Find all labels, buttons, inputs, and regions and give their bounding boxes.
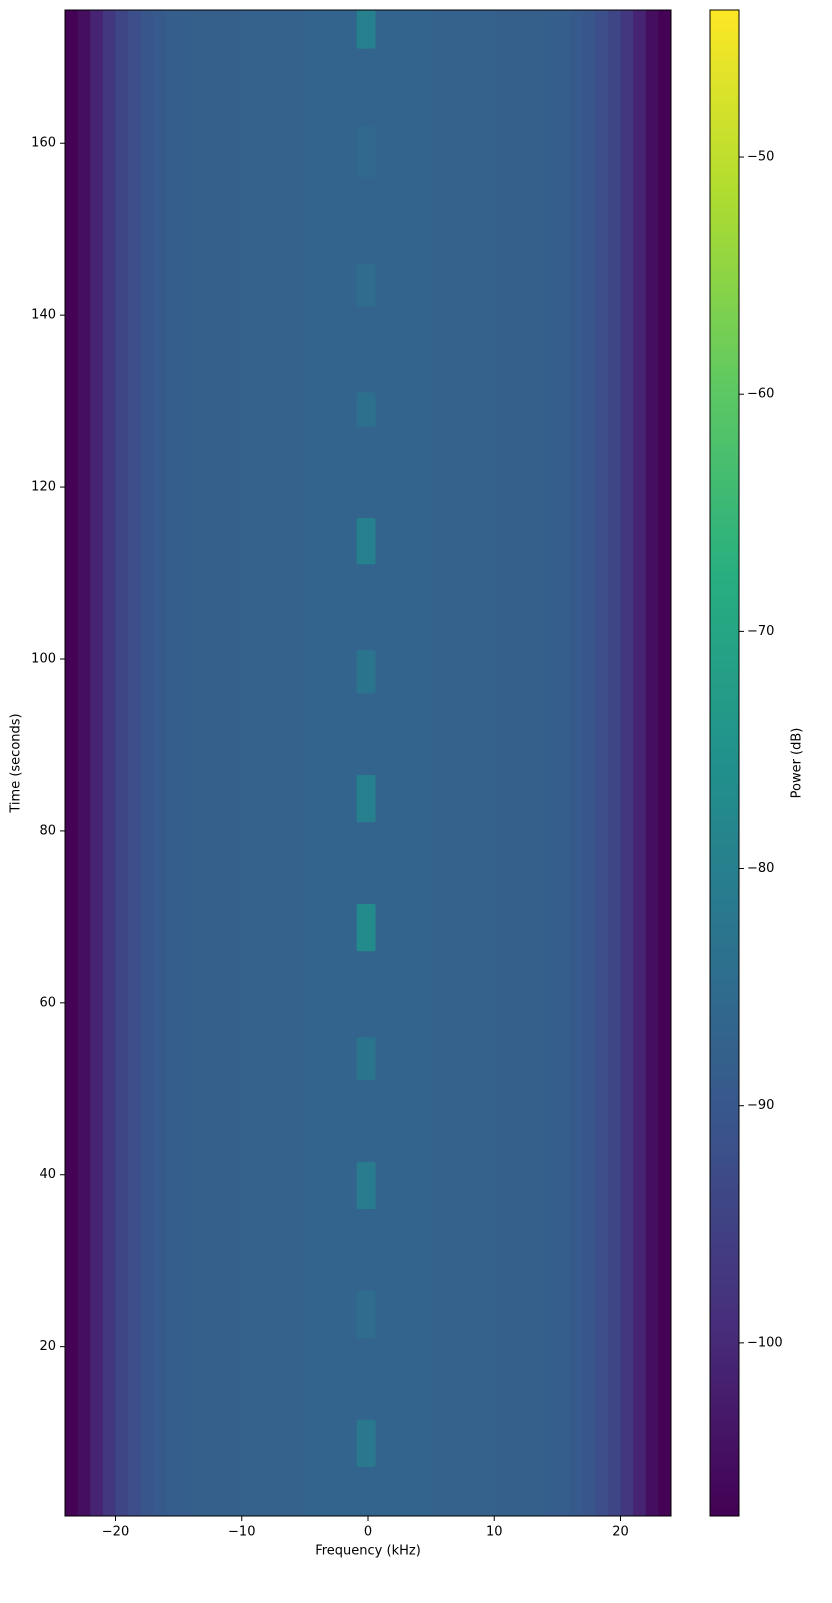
x-tick-label: 0 bbox=[364, 1525, 372, 1540]
burst bbox=[356, 10, 376, 49]
colorbar-tick-label: −50 bbox=[747, 150, 774, 165]
burst bbox=[356, 518, 376, 565]
spectrum-column bbox=[595, 10, 609, 1516]
y-axis-label: Time (seconds) bbox=[9, 713, 24, 813]
spectrum-column bbox=[607, 10, 621, 1516]
spectrum-column bbox=[77, 10, 91, 1516]
colorbar bbox=[709, 9, 740, 1517]
y-tick-label: 60 bbox=[39, 995, 56, 1010]
spectrum-column bbox=[368, 10, 432, 1516]
spectrum-column bbox=[191, 10, 243, 1516]
burst bbox=[356, 903, 376, 952]
burst bbox=[356, 1037, 376, 1081]
spectrum-column bbox=[620, 10, 634, 1516]
colorbar-label: Power (dB) bbox=[790, 728, 805, 799]
spectrum-column bbox=[128, 10, 142, 1516]
x-tick-label: 10 bbox=[486, 1525, 503, 1540]
y-tick-label: 120 bbox=[31, 480, 56, 495]
spectrum-column bbox=[658, 10, 672, 1516]
spectrum-column bbox=[65, 10, 79, 1516]
spectrum-column bbox=[166, 10, 192, 1516]
spectrum-column bbox=[90, 10, 104, 1516]
y-tick-label: 100 bbox=[31, 651, 56, 666]
burst bbox=[356, 775, 376, 823]
spectrum-column bbox=[115, 10, 129, 1516]
x-axis-label: Frequency (kHz) bbox=[315, 1544, 421, 1559]
spectrum-column bbox=[544, 10, 571, 1516]
burst bbox=[356, 263, 376, 307]
x-tick-label: −20 bbox=[102, 1525, 129, 1540]
spectrum-column bbox=[304, 10, 369, 1516]
spectrum-column bbox=[102, 10, 116, 1516]
spectrum-column bbox=[570, 10, 584, 1516]
colorbar-tick-label: −90 bbox=[747, 1098, 774, 1113]
burst bbox=[356, 1419, 376, 1468]
spectrum-column bbox=[140, 10, 154, 1516]
y-tick-label: 160 bbox=[31, 136, 56, 151]
spectrum-column bbox=[494, 10, 546, 1516]
burst bbox=[356, 1290, 376, 1339]
y-tick-label: 20 bbox=[39, 1339, 56, 1354]
spectrum-column bbox=[633, 10, 647, 1516]
y-tick-label: 40 bbox=[39, 1167, 56, 1182]
colorbar-tick-label: −80 bbox=[747, 861, 774, 876]
colorbar-tick-label: −60 bbox=[747, 387, 774, 402]
burst bbox=[356, 650, 376, 694]
colorbar-tick-label: −70 bbox=[747, 624, 774, 639]
spectrum-column bbox=[582, 10, 596, 1516]
y-tick-label: 80 bbox=[39, 823, 56, 838]
spectrum-column bbox=[431, 10, 495, 1516]
plot-area bbox=[65, 10, 672, 1516]
x-tick-label: −10 bbox=[228, 1525, 255, 1540]
burst bbox=[356, 392, 376, 427]
spectrum-column bbox=[153, 10, 167, 1516]
spectrum-column bbox=[645, 10, 659, 1516]
colorbar-tick-label: −100 bbox=[747, 1335, 783, 1350]
burst bbox=[356, 126, 376, 178]
x-tick-label: 20 bbox=[612, 1525, 629, 1540]
burst bbox=[356, 1161, 376, 1210]
spectrum-column bbox=[241, 10, 306, 1516]
y-tick-label: 140 bbox=[31, 308, 56, 323]
